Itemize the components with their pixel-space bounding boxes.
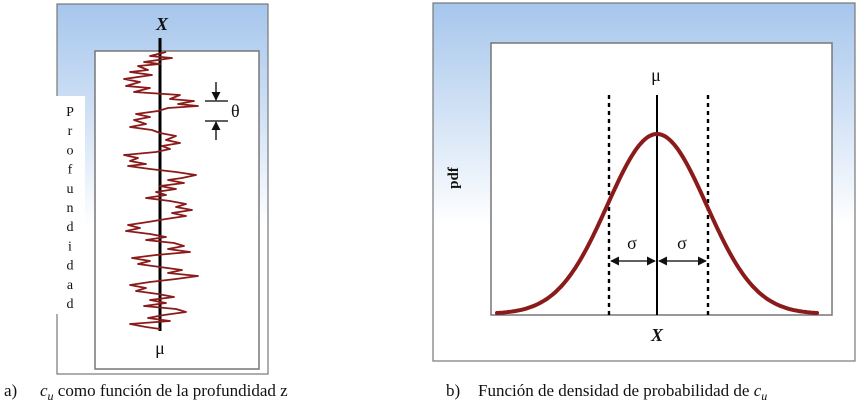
depth-letter: f — [68, 163, 73, 178]
panel-a-caption-letter: a) — [4, 381, 17, 400]
panel-b-caption: b) Función de densidad de probabilidad d… — [446, 381, 767, 403]
depth-letter: i — [68, 239, 72, 254]
panel-b-x-label: X — [650, 325, 664, 345]
depth-letter: o — [67, 143, 74, 158]
panel-b-y-label: pdf — [446, 166, 462, 189]
panel-a-x-label: X — [155, 14, 169, 34]
panel-b-caption-var: c — [754, 381, 762, 400]
depth-letter: a — [67, 278, 74, 293]
panel-b-caption-letter: b) — [446, 381, 460, 400]
panel-a-caption: a) cu como función de la profundidad z — [4, 381, 288, 403]
depth-letter: r — [68, 124, 73, 139]
panel-b-mu-label: μ — [651, 65, 661, 85]
depth-letter: u — [67, 182, 74, 197]
panel-a-inner-frame — [94, 50, 260, 370]
panel-b-sigma-left-label: σ — [627, 233, 637, 253]
panel-b: μ σ σ pdf X b) Función de densidad de pr… — [432, 2, 856, 403]
panel-b-inner-frame — [490, 42, 833, 316]
panel-b-caption-sub: u — [761, 389, 767, 403]
depth-letter: P — [66, 105, 74, 120]
panel-a-caption-sub: u — [48, 389, 54, 403]
depth-letter: d — [67, 259, 74, 274]
panel-a-caption-var: c — [40, 381, 48, 400]
panel-b-pdf-curve — [495, 131, 819, 315]
panel-a-theta-label: θ — [231, 101, 240, 121]
depth-letter: d — [67, 220, 74, 235]
panel-a-depth-label-box — [55, 96, 85, 314]
panel-b-sigma-right-label: σ — [677, 233, 687, 253]
panel-a-mu-label: μ — [155, 338, 165, 358]
depth-letter: d — [67, 297, 74, 312]
panel-a-caption-text: como función de la profundidad z — [54, 381, 289, 400]
panel-a-profile-curve — [123, 51, 199, 330]
panel-b-caption-text: Función de densidad de probabilidad de — [478, 381, 754, 400]
depth-letter: n — [67, 201, 74, 216]
